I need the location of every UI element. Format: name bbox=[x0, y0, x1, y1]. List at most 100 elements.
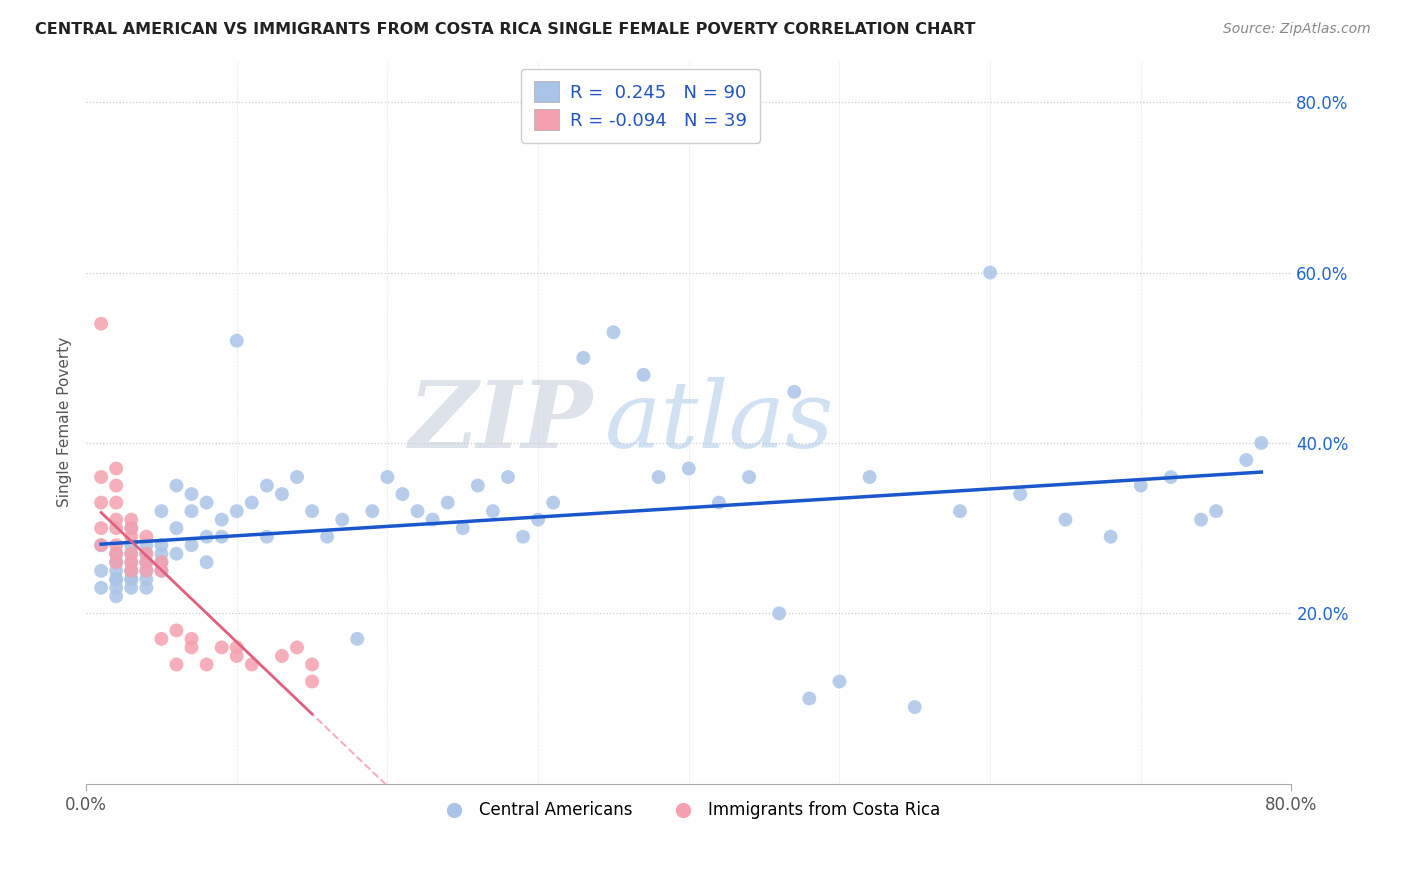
Point bbox=[90, 581, 112, 595]
Point bbox=[150, 564, 173, 578]
Point bbox=[150, 555, 173, 569]
Point bbox=[225, 640, 247, 655]
Point bbox=[150, 632, 173, 646]
Point bbox=[768, 607, 790, 621]
Point bbox=[211, 640, 233, 655]
Point bbox=[120, 564, 142, 578]
Point bbox=[166, 547, 188, 561]
Point bbox=[195, 657, 218, 672]
Point bbox=[828, 674, 851, 689]
Point bbox=[105, 572, 128, 586]
Point bbox=[120, 538, 142, 552]
Point bbox=[436, 495, 458, 509]
Point bbox=[180, 538, 202, 552]
Point bbox=[135, 530, 157, 544]
Point bbox=[195, 495, 218, 509]
Point bbox=[135, 555, 157, 569]
Point bbox=[406, 504, 429, 518]
Point bbox=[150, 547, 173, 561]
Point bbox=[105, 521, 128, 535]
Point bbox=[166, 657, 188, 672]
Point bbox=[707, 495, 730, 509]
Point bbox=[271, 487, 294, 501]
Point bbox=[120, 547, 142, 561]
Point bbox=[166, 521, 188, 535]
Point bbox=[105, 564, 128, 578]
Point bbox=[105, 555, 128, 569]
Point bbox=[120, 521, 142, 535]
Legend: Central Americans, Immigrants from Costa Rica: Central Americans, Immigrants from Costa… bbox=[430, 795, 946, 826]
Point bbox=[301, 674, 323, 689]
Point bbox=[120, 564, 142, 578]
Point bbox=[647, 470, 669, 484]
Point bbox=[1054, 513, 1077, 527]
Point bbox=[105, 581, 128, 595]
Point bbox=[166, 624, 188, 638]
Text: CENTRAL AMERICAN VS IMMIGRANTS FROM COSTA RICA SINGLE FEMALE POVERTY CORRELATION: CENTRAL AMERICAN VS IMMIGRANTS FROM COST… bbox=[35, 22, 976, 37]
Point bbox=[783, 384, 806, 399]
Point bbox=[120, 564, 142, 578]
Point bbox=[1234, 453, 1257, 467]
Point bbox=[90, 470, 112, 484]
Point bbox=[211, 530, 233, 544]
Point bbox=[135, 538, 157, 552]
Point bbox=[135, 555, 157, 569]
Point bbox=[90, 495, 112, 509]
Point bbox=[738, 470, 761, 484]
Point bbox=[256, 478, 278, 492]
Point bbox=[211, 513, 233, 527]
Point bbox=[105, 547, 128, 561]
Point bbox=[166, 478, 188, 492]
Point bbox=[150, 555, 173, 569]
Point bbox=[180, 504, 202, 518]
Point bbox=[1129, 478, 1152, 492]
Point bbox=[1189, 513, 1212, 527]
Point bbox=[225, 648, 247, 663]
Point bbox=[422, 513, 444, 527]
Point bbox=[377, 470, 399, 484]
Point bbox=[285, 640, 308, 655]
Point bbox=[120, 555, 142, 569]
Point bbox=[180, 632, 202, 646]
Point bbox=[346, 632, 368, 646]
Point bbox=[105, 461, 128, 475]
Point bbox=[301, 504, 323, 518]
Point bbox=[467, 478, 489, 492]
Point bbox=[120, 513, 142, 527]
Point bbox=[602, 325, 624, 339]
Point bbox=[120, 572, 142, 586]
Point bbox=[799, 691, 821, 706]
Point bbox=[150, 504, 173, 518]
Point bbox=[316, 530, 339, 544]
Point bbox=[1250, 436, 1272, 450]
Point bbox=[135, 547, 157, 561]
Point bbox=[120, 521, 142, 535]
Point bbox=[120, 572, 142, 586]
Point bbox=[285, 470, 308, 484]
Point bbox=[90, 538, 112, 552]
Point bbox=[482, 504, 505, 518]
Point bbox=[391, 487, 413, 501]
Point bbox=[1099, 530, 1122, 544]
Point bbox=[180, 640, 202, 655]
Y-axis label: Single Female Poverty: Single Female Poverty bbox=[58, 336, 72, 507]
Point bbox=[105, 555, 128, 569]
Point bbox=[256, 530, 278, 544]
Point bbox=[1160, 470, 1182, 484]
Text: Source: ZipAtlas.com: Source: ZipAtlas.com bbox=[1223, 22, 1371, 37]
Point bbox=[512, 530, 534, 544]
Point bbox=[105, 547, 128, 561]
Point bbox=[135, 581, 157, 595]
Point bbox=[105, 555, 128, 569]
Point bbox=[225, 334, 247, 348]
Point bbox=[330, 513, 353, 527]
Point bbox=[678, 461, 700, 475]
Point bbox=[451, 521, 474, 535]
Point bbox=[90, 538, 112, 552]
Point bbox=[572, 351, 595, 365]
Point bbox=[135, 572, 157, 586]
Point bbox=[150, 564, 173, 578]
Point bbox=[90, 521, 112, 535]
Point bbox=[271, 648, 294, 663]
Point bbox=[240, 657, 263, 672]
